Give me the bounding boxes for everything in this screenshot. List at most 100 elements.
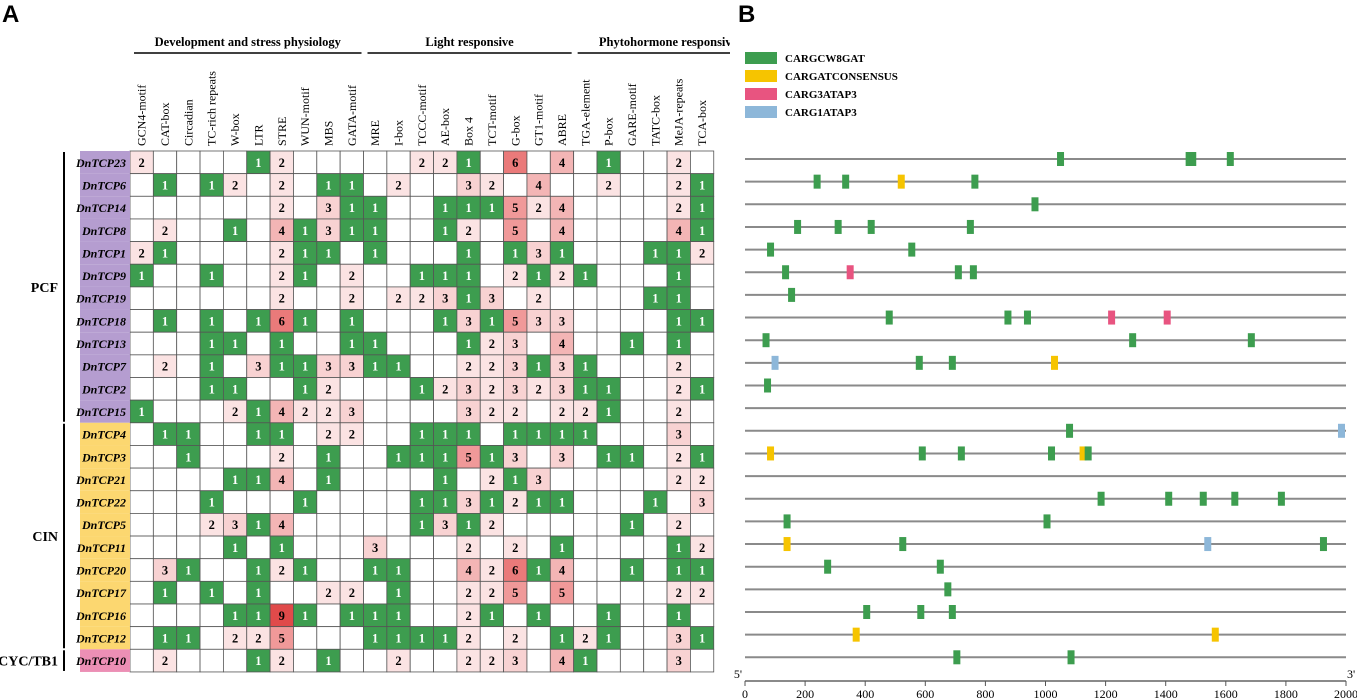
heatmap-cell [222, 286, 248, 310]
gene-row-bg [80, 468, 130, 491]
heatmap-cell [503, 173, 528, 197]
panel-b-label: B [738, 1, 755, 28]
heatmap-cell [293, 331, 318, 356]
cell-value: 1 [185, 564, 191, 578]
heatmap-cell [363, 580, 388, 605]
cell-value: 2 [676, 405, 682, 419]
heatmap-cell [596, 535, 621, 560]
gene-label: DnTCP23 [75, 156, 126, 170]
heatmap-cell [619, 195, 645, 220]
cell-value: 1 [185, 428, 191, 442]
motif-mark [764, 378, 772, 393]
cell-value: 1 [606, 405, 612, 419]
cell-value: 2 [489, 564, 495, 578]
gene-label: DnTCP10 [75, 654, 126, 668]
heatmap-cell [526, 150, 551, 175]
cell-value: 4 [465, 564, 472, 578]
cell-value: 3 [489, 292, 495, 306]
cell-value: 1 [255, 654, 261, 668]
heatmap-cell [176, 648, 201, 673]
heatmap-cell [222, 263, 248, 288]
column-label: W-box [228, 113, 242, 146]
motif-mark [953, 650, 961, 665]
gene-row-bg [80, 377, 130, 401]
column-label: TCCC-motif [415, 85, 429, 146]
legend-swatch [745, 52, 777, 64]
cell-value: 1 [395, 586, 401, 600]
heatmap-cell [386, 331, 411, 356]
panel-a-label: A [2, 1, 19, 28]
motif-mark [954, 265, 962, 280]
cell-value: 2 [279, 564, 285, 578]
heatmap-cell [176, 535, 201, 560]
cell-value: 1 [162, 428, 168, 442]
heatmap-cell [176, 580, 201, 605]
heatmap-cell [433, 580, 458, 605]
heatmap-cell [176, 513, 201, 537]
gene-label: DnTCP17 [75, 586, 127, 600]
heatmap-cell [199, 467, 224, 492]
cell-value: 2 [279, 201, 285, 215]
cell-value: 1 [489, 609, 495, 623]
cell-value: 3 [536, 246, 542, 260]
column-label: MBS [321, 121, 335, 146]
heatmap-cell [222, 241, 248, 265]
cell-value: 1 [255, 405, 261, 419]
cell-value: 1 [606, 156, 612, 170]
motif-mark [1226, 152, 1234, 166]
cell-value: 1 [372, 337, 378, 351]
cell-value: 2 [232, 631, 238, 645]
heatmap-cell [222, 422, 248, 446]
group-label: Phytohormone responsive [599, 35, 730, 49]
heatmap-cell [596, 580, 621, 605]
heatmap-cell [643, 354, 668, 378]
cell-value: 3 [349, 405, 355, 419]
cell-value: 1 [699, 178, 705, 192]
heatmap-cell [222, 580, 248, 605]
gene-row-bg [80, 649, 130, 672]
heatmap-cell [339, 150, 364, 175]
gene-row-bg [80, 309, 130, 333]
heatmap-cell [619, 241, 645, 265]
cell-value: 1 [302, 224, 308, 238]
heatmap-cell [176, 195, 201, 220]
motif-mark [1129, 333, 1137, 348]
cell-value: 1 [162, 586, 168, 600]
cell-value: 1 [442, 631, 448, 645]
heatmap-cell [222, 309, 248, 333]
heatmap-cell [129, 195, 154, 220]
cell-value: 1 [512, 473, 518, 487]
heatmap-cell [176, 377, 201, 401]
motif-mark [1043, 514, 1051, 529]
column-label: WUN-motif [298, 87, 312, 146]
motif-mark [1185, 152, 1193, 166]
cell-value: 2 [465, 541, 471, 555]
cell-value: 1 [582, 382, 588, 396]
cell-value: 1 [372, 201, 378, 215]
heatmap-cell [573, 513, 598, 537]
cell-value: 1 [349, 178, 355, 192]
gene-label: DnTCP11 [76, 541, 126, 555]
motif-mark [897, 174, 905, 189]
cell-value: 1 [232, 473, 238, 487]
cell-value: 2 [582, 631, 588, 645]
heatmap-cell [596, 309, 621, 333]
x-tick-label: 1000 [1034, 687, 1058, 699]
heatmap-cell [526, 399, 551, 424]
cell-value: 5 [512, 586, 518, 600]
gene-label: DnTCP1 [81, 246, 126, 260]
heatmap-cell [619, 150, 645, 175]
cell-value: 3 [232, 518, 238, 532]
cell-value: 2 [699, 541, 705, 555]
heatmap-cell [246, 195, 271, 220]
heatmap-cell [573, 331, 598, 356]
heatmap-cell [222, 150, 248, 175]
motif-mark [1097, 491, 1105, 506]
motif-mark [1199, 491, 1207, 506]
heatmap-cell [199, 648, 224, 673]
heatmap-cell [129, 626, 154, 650]
cell-value: 1 [442, 473, 448, 487]
cell-value: 2 [302, 405, 308, 419]
cell-value: 3 [559, 314, 565, 328]
cell-value: 1 [302, 609, 308, 623]
